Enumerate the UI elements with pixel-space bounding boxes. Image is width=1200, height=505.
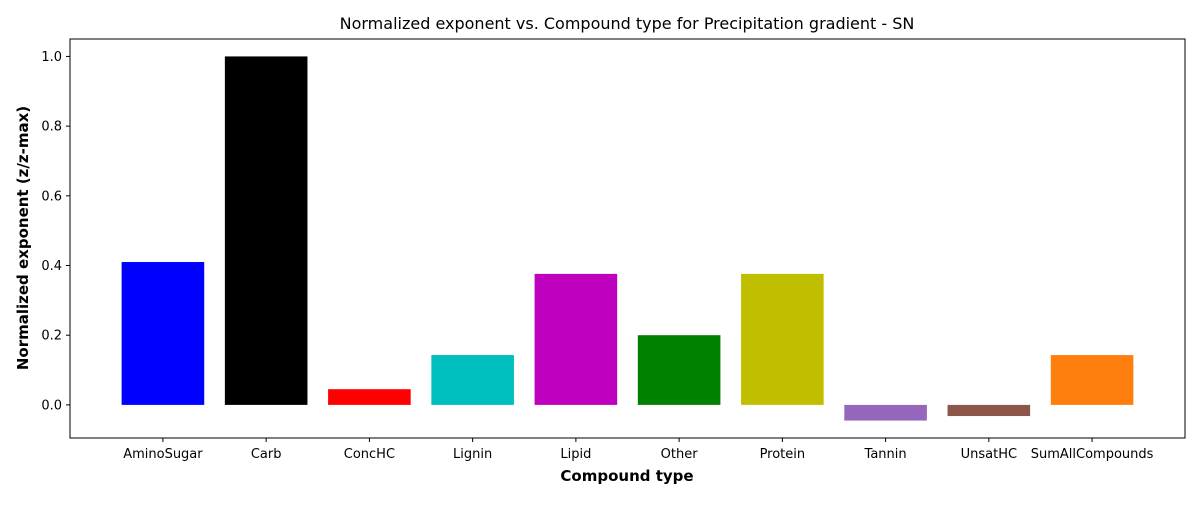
bar-lignin xyxy=(431,355,514,405)
x-tick-label: AminoSugar xyxy=(123,447,203,462)
bar-other xyxy=(637,335,721,405)
chart-title: Normalized exponent vs. Compound type fo… xyxy=(340,14,915,33)
bar-tannin xyxy=(844,404,927,421)
y-tick-label: 0.8 xyxy=(41,120,62,135)
plot-frame xyxy=(69,38,1186,439)
bar-carb xyxy=(224,56,308,405)
bar-protein xyxy=(741,273,824,405)
x-tick-label: Carb xyxy=(251,447,282,462)
y-tick-label: 0.6 xyxy=(41,189,62,204)
x-axis-label: Compound type xyxy=(560,467,693,485)
bar-unsathc xyxy=(947,404,1031,417)
bar-aminosugar xyxy=(121,262,205,405)
bars-group xyxy=(121,56,1134,421)
y-axis: 0.0 0.2 0.4 0.6 0.8 1.0 xyxy=(41,50,70,413)
x-tick-label: UnsatHC xyxy=(961,447,1017,462)
y-tick-label: 1.0 xyxy=(41,50,62,65)
x-tick-label: Tannin xyxy=(864,447,907,462)
x-tick-label: Protein xyxy=(760,447,806,462)
y-tick-label: 0.0 xyxy=(41,398,62,413)
y-tick-label: 0.2 xyxy=(41,329,62,344)
x-tick-label: ConcHC xyxy=(344,447,395,462)
x-tick-label: Lignin xyxy=(453,447,492,462)
bar-conchc xyxy=(328,389,411,405)
x-tick-label: Other xyxy=(661,447,699,462)
x-tick-label: Lipid xyxy=(560,447,591,462)
x-tick-label: SumAllCompounds xyxy=(1031,447,1154,462)
y-axis-label: Normalized exponent (z/z-max) xyxy=(14,106,32,370)
y-tick-label: 0.4 xyxy=(41,259,62,274)
bar-sumallcompounds xyxy=(1050,355,1134,405)
bar-lipid xyxy=(534,273,618,405)
x-axis: AminoSugar Carb ConcHC Lignin Lipid Other Prot… xyxy=(123,438,1154,462)
